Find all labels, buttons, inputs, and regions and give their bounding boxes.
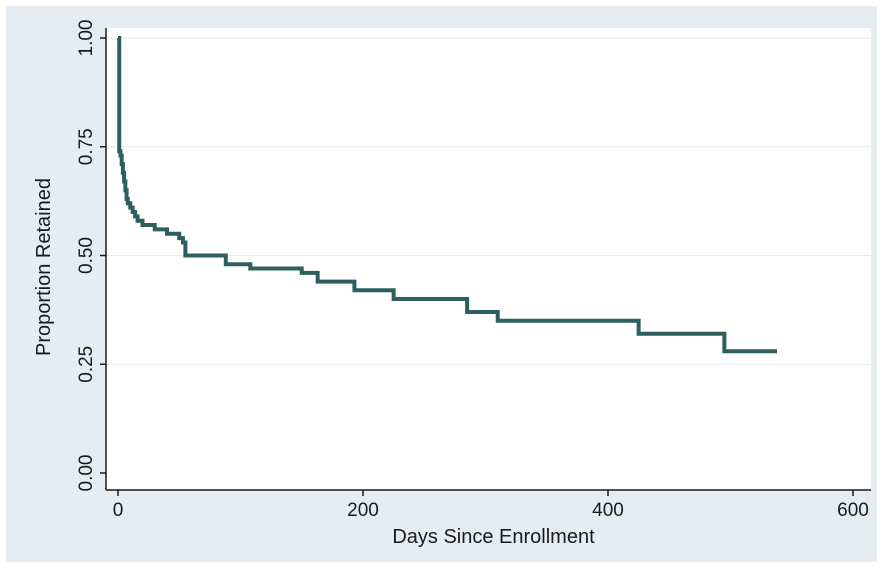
y-tick-label: 0.75 — [76, 128, 97, 165]
y-tick-label: 1.00 — [76, 20, 97, 57]
y-tick-label: 0.50 — [76, 237, 97, 274]
x-axis-title: Days Since Enrollment — [392, 526, 595, 548]
retention-curve — [117, 36, 778, 354]
grid-layer — [106, 37, 871, 365]
tick-layer: 0.00 0.25 0.50 0.75 1.00 0 200 400 600 — [76, 20, 869, 521]
x-tick-label: 400 — [592, 500, 624, 521]
y-tick-label: 0.25 — [76, 346, 97, 383]
chart-frame: 0.00 0.25 0.50 0.75 1.00 0 200 400 600 Days Sinc… — [6, 6, 877, 562]
y-tick-label: 0.00 — [76, 455, 97, 492]
x-tick-label: 200 — [347, 500, 379, 521]
series-layer — [117, 36, 778, 354]
axis-layer — [105, 28, 871, 491]
x-tick-label: 600 — [837, 500, 869, 521]
km-chart: 0.00 0.25 0.50 0.75 1.00 0 200 400 600 Days Sinc… — [33, 20, 871, 548]
y-axis-title: Proportion Retained — [33, 178, 55, 356]
x-tick-label: 0 — [113, 500, 124, 521]
plot-area — [106, 28, 871, 490]
